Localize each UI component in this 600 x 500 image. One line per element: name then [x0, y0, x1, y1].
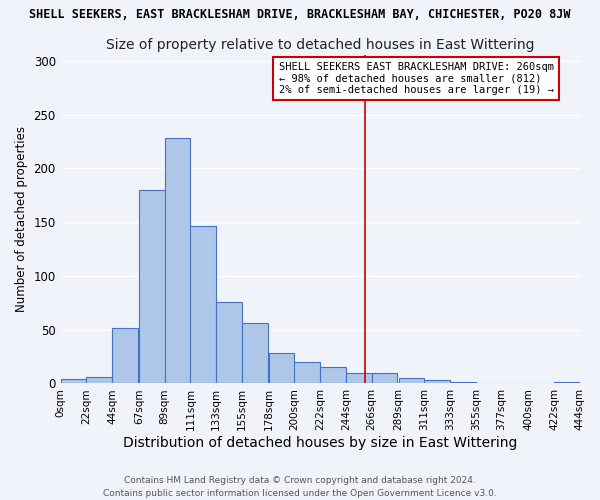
Bar [86, 377, 112, 384]
Title: Size of property relative to detached houses in East Wittering: Size of property relative to detached ho… [106, 38, 535, 52]
Text: SHELL SEEKERS EAST BRACKLESHAM DRIVE: 260sqm
← 98% of detached houses are smalle: SHELL SEEKERS EAST BRACKLESHAM DRIVE: 26… [278, 62, 554, 95]
X-axis label: Distribution of detached houses by size in East Wittering: Distribution of detached houses by size … [123, 436, 517, 450]
Bar [320, 368, 346, 384]
Bar [346, 372, 371, 384]
Bar [216, 302, 242, 384]
Y-axis label: Number of detached properties: Number of detached properties [15, 126, 28, 312]
Bar [398, 378, 424, 384]
Bar [371, 372, 397, 384]
Bar [112, 328, 138, 384]
Bar [165, 138, 190, 384]
Bar [450, 382, 476, 384]
Bar [554, 382, 580, 384]
Text: Contains HM Land Registry data © Crown copyright and database right 2024.
Contai: Contains HM Land Registry data © Crown c… [103, 476, 497, 498]
Bar [139, 190, 165, 384]
Bar [242, 323, 268, 384]
Bar [190, 226, 216, 384]
Text: SHELL SEEKERS, EAST BRACKLESHAM DRIVE, BRACKLESHAM BAY, CHICHESTER, PO20 8JW: SHELL SEEKERS, EAST BRACKLESHAM DRIVE, B… [29, 8, 571, 20]
Bar [61, 379, 86, 384]
Bar [295, 362, 320, 384]
Bar [269, 354, 295, 384]
Bar [424, 380, 450, 384]
